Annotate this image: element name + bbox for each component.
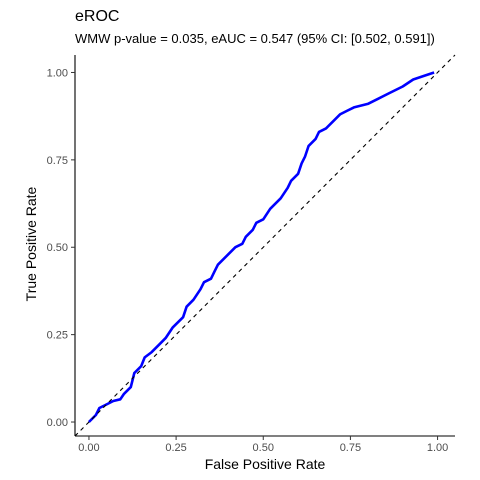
plot-area (74, 54, 456, 437)
diagonal-reference-line (74, 54, 456, 437)
axes: 0.00 0.25 0.50 0.75 1.00 0.00 0.25 0.50 0.75 1.00 (47, 55, 455, 454)
y-axis-title: True Positive Rate (23, 186, 39, 301)
x-tick-label: 0.00 (78, 442, 99, 454)
y-tick-label: 1.00 (47, 67, 68, 79)
y-tick-label: 0.00 (47, 417, 68, 429)
x-tick-label: 0.50 (253, 442, 274, 454)
y-tick-label: 0.25 (47, 330, 68, 342)
y-tick-label: 0.75 (47, 155, 68, 167)
y-tick-label: 0.50 (47, 242, 68, 254)
x-tick-label: 0.25 (165, 442, 186, 454)
x-tick-label: 0.75 (340, 442, 361, 454)
x-axis-title: False Positive Rate (205, 456, 326, 472)
chart-title: eROC (75, 8, 119, 25)
chart-subtitle: WMW p-value = 0.035, eAUC = 0.547 (95% C… (75, 31, 435, 46)
roc-curve-line (87, 71, 435, 423)
x-tick-label: 1.00 (427, 442, 448, 454)
